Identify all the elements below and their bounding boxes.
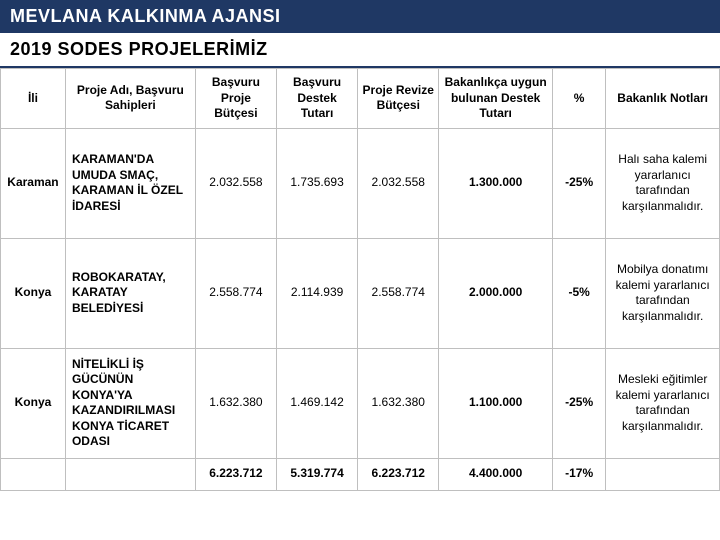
cell-bakan-destek: 2.000.000 <box>439 238 553 348</box>
table-header-row: İli Proje Adı, Başvuru Sahipleri Başvuru… <box>1 69 720 129</box>
table-row: Konya NİTELİKLİ İŞ GÜCÜNÜN KONYA'YA KAZA… <box>1 348 720 458</box>
cell-basvuru-butce: 2.032.558 <box>195 128 276 238</box>
cell-basvuru-butce: 2.558.774 <box>195 238 276 348</box>
cell-revize-butce: 1.632.380 <box>358 348 439 458</box>
col-basvuru-butce: Başvuru Proje Bütçesi <box>195 69 276 129</box>
col-basvuru-destek: Başvuru Destek Tutarı <box>276 69 357 129</box>
cell-percent: -5% <box>552 238 605 348</box>
cell-proje: ROBOKARATAY, KARATAY BELEDİYESİ <box>65 238 195 348</box>
cell-bakan-destek: 1.300.000 <box>439 128 553 238</box>
total-basvuru-butce: 6.223.712 <box>195 458 276 490</box>
table-totals-row: 6.223.712 5.319.774 6.223.712 4.400.000 … <box>1 458 720 490</box>
cell-not: Mesleki eğitimler kalemi yararlanıcı tar… <box>606 348 720 458</box>
cell-basvuru-destek: 1.735.693 <box>276 128 357 238</box>
cell-basvuru-butce: 1.632.380 <box>195 348 276 458</box>
col-percent: % <box>552 69 605 129</box>
cell-not: Halı saha kalemi yararlanıcı tarafından … <box>606 128 720 238</box>
table-row: Karaman KARAMAN'DA UMUDA SMAÇ, KARAMAN İ… <box>1 128 720 238</box>
cell-ili: Karaman <box>1 128 66 238</box>
cell-ili: Konya <box>1 238 66 348</box>
cell-percent: -25% <box>552 128 605 238</box>
cell-empty <box>1 458 66 490</box>
total-percent: -17% <box>552 458 605 490</box>
table-row: Konya ROBOKARATAY, KARATAY BELEDİYESİ 2.… <box>1 238 720 348</box>
col-revize-butce: Proje Revize Bütçesi <box>358 69 439 129</box>
col-bakan-destek: Bakanlıkça uygun bulunan Destek Tutarı <box>439 69 553 129</box>
total-bakan-destek: 4.400.000 <box>439 458 553 490</box>
cell-empty <box>65 458 195 490</box>
cell-bakan-destek: 1.100.000 <box>439 348 553 458</box>
col-ili: İli <box>1 69 66 129</box>
col-not: Bakanlık Notları <box>606 69 720 129</box>
cell-basvuru-destek: 1.469.142 <box>276 348 357 458</box>
page-subtitle: 2019 SODES PROJELERİMİZ <box>0 33 720 68</box>
total-revize-butce: 6.223.712 <box>358 458 439 490</box>
cell-proje: NİTELİKLİ İŞ GÜCÜNÜN KONYA'YA KAZANDIRIL… <box>65 348 195 458</box>
cell-revize-butce: 2.558.774 <box>358 238 439 348</box>
cell-empty <box>606 458 720 490</box>
agency-title: MEVLANA KALKINMA AJANSI <box>0 0 720 33</box>
cell-revize-butce: 2.032.558 <box>358 128 439 238</box>
col-proje: Proje Adı, Başvuru Sahipleri <box>65 69 195 129</box>
projects-table: İli Proje Adı, Başvuru Sahipleri Başvuru… <box>0 68 720 491</box>
cell-percent: -25% <box>552 348 605 458</box>
total-basvuru-destek: 5.319.774 <box>276 458 357 490</box>
cell-proje: KARAMAN'DA UMUDA SMAÇ, KARAMAN İL ÖZEL İ… <box>65 128 195 238</box>
cell-basvuru-destek: 2.114.939 <box>276 238 357 348</box>
cell-not: Mobilya donatımı kalemi yararlanıcı tara… <box>606 238 720 348</box>
cell-ili: Konya <box>1 348 66 458</box>
